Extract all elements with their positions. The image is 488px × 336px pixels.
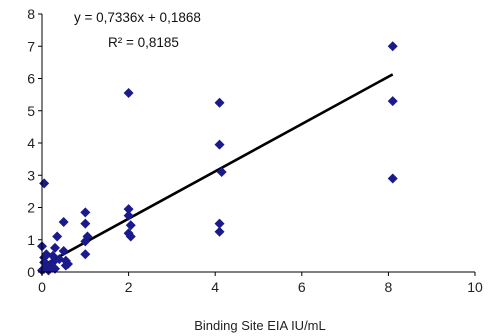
data-point	[80, 236, 91, 247]
y-tick-label: 2	[27, 200, 35, 216]
data-point	[387, 41, 398, 52]
data-point	[214, 226, 225, 237]
x-tick-label: 8	[385, 279, 393, 295]
trendline-equation: y = 0,7336x + 0,1868	[74, 10, 201, 25]
data-point	[52, 231, 63, 242]
x-tick-label: 2	[125, 279, 133, 295]
data-point	[216, 167, 227, 178]
data-point	[62, 258, 73, 269]
trendline	[41, 73, 394, 268]
plot-area	[41, 73, 394, 268]
x-tick-label: 6	[298, 279, 306, 295]
data-point	[123, 88, 134, 99]
data-point	[214, 218, 225, 229]
data-point	[214, 139, 225, 150]
data-point	[80, 207, 91, 218]
y-tick-label: 6	[27, 71, 35, 87]
y-tick-label: 4	[27, 135, 35, 151]
y-tick-label: 8	[27, 6, 35, 22]
y-tick-label: 1	[27, 232, 35, 248]
data-point	[387, 96, 398, 107]
data-point	[80, 218, 91, 229]
y-tick-label: 3	[27, 167, 35, 183]
data-point	[387, 173, 398, 184]
x-tick-label: 10	[467, 279, 483, 295]
data-point	[125, 220, 136, 231]
y-tick-label: 5	[27, 103, 35, 119]
data-point	[214, 97, 225, 108]
data-point	[58, 217, 69, 228]
data-point	[58, 246, 69, 257]
axes: 0 1 2 3 4 5 6 7 8 0 2 4 6 8 10	[27, 6, 483, 295]
data-point	[123, 204, 134, 215]
x-axis-label: Binding Site EIA IU/mL	[194, 318, 326, 333]
data-point	[49, 242, 60, 253]
y-tick-label: 0	[27, 264, 35, 280]
data-point	[125, 231, 136, 242]
data-point	[39, 178, 50, 189]
data-point	[123, 210, 134, 221]
x-tick-label: 4	[211, 279, 219, 295]
r-squared-label: R² = 0,8185	[108, 35, 179, 50]
y-tick-label: 7	[27, 38, 35, 54]
x-tick-label: 0	[38, 279, 46, 295]
data-point	[80, 249, 91, 260]
data-point	[41, 249, 52, 260]
